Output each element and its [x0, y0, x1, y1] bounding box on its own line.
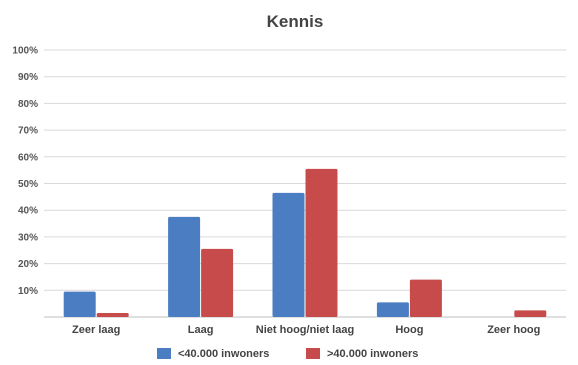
y-tick-label: 70% [18, 126, 38, 137]
legend-label: >40.000 inwoners [327, 348, 418, 360]
bar [201, 248, 234, 317]
bar [272, 192, 305, 317]
legend-label: <40.000 inwoners [178, 348, 269, 360]
bar [168, 216, 201, 317]
gridlines [44, 49, 566, 318]
y-axis-ticks: 10% 20% 30% 40% 50% 60% 70% 80% 90% 100% [12, 46, 38, 297]
x-axis-ticks: Zeer laag Laag Niet hoog/niet laag Hoog Zeer… [72, 324, 540, 336]
bar [514, 310, 547, 317]
y-tick-label: 80% [18, 99, 38, 110]
legend-swatch [157, 348, 171, 359]
x-tick-label: Zeer hoog [487, 324, 540, 336]
bars [63, 168, 547, 317]
y-tick-label: 90% [18, 72, 38, 83]
x-tick-label: Laag [188, 324, 214, 336]
x-tick-label: Hoog [395, 324, 423, 336]
bar [96, 312, 129, 317]
bar [376, 302, 409, 317]
bar [305, 168, 338, 317]
y-tick-label: 40% [18, 206, 38, 217]
y-tick-label: 20% [18, 259, 38, 270]
x-tick-label: Niet hoog/niet laag [256, 324, 354, 336]
y-tick-label: 100% [12, 46, 38, 57]
bar [63, 291, 96, 317]
chart-title: Kennis [267, 12, 324, 31]
y-tick-label: 10% [18, 286, 38, 297]
legend-swatch [306, 348, 320, 359]
legend: <40.000 inwoners >40.000 inwoners [157, 348, 418, 360]
y-tick-label: 60% [18, 152, 38, 163]
y-tick-label: 30% [18, 232, 38, 243]
y-tick-label: 50% [18, 179, 38, 190]
bar [409, 279, 442, 317]
x-tick-label: Zeer laag [72, 324, 120, 336]
